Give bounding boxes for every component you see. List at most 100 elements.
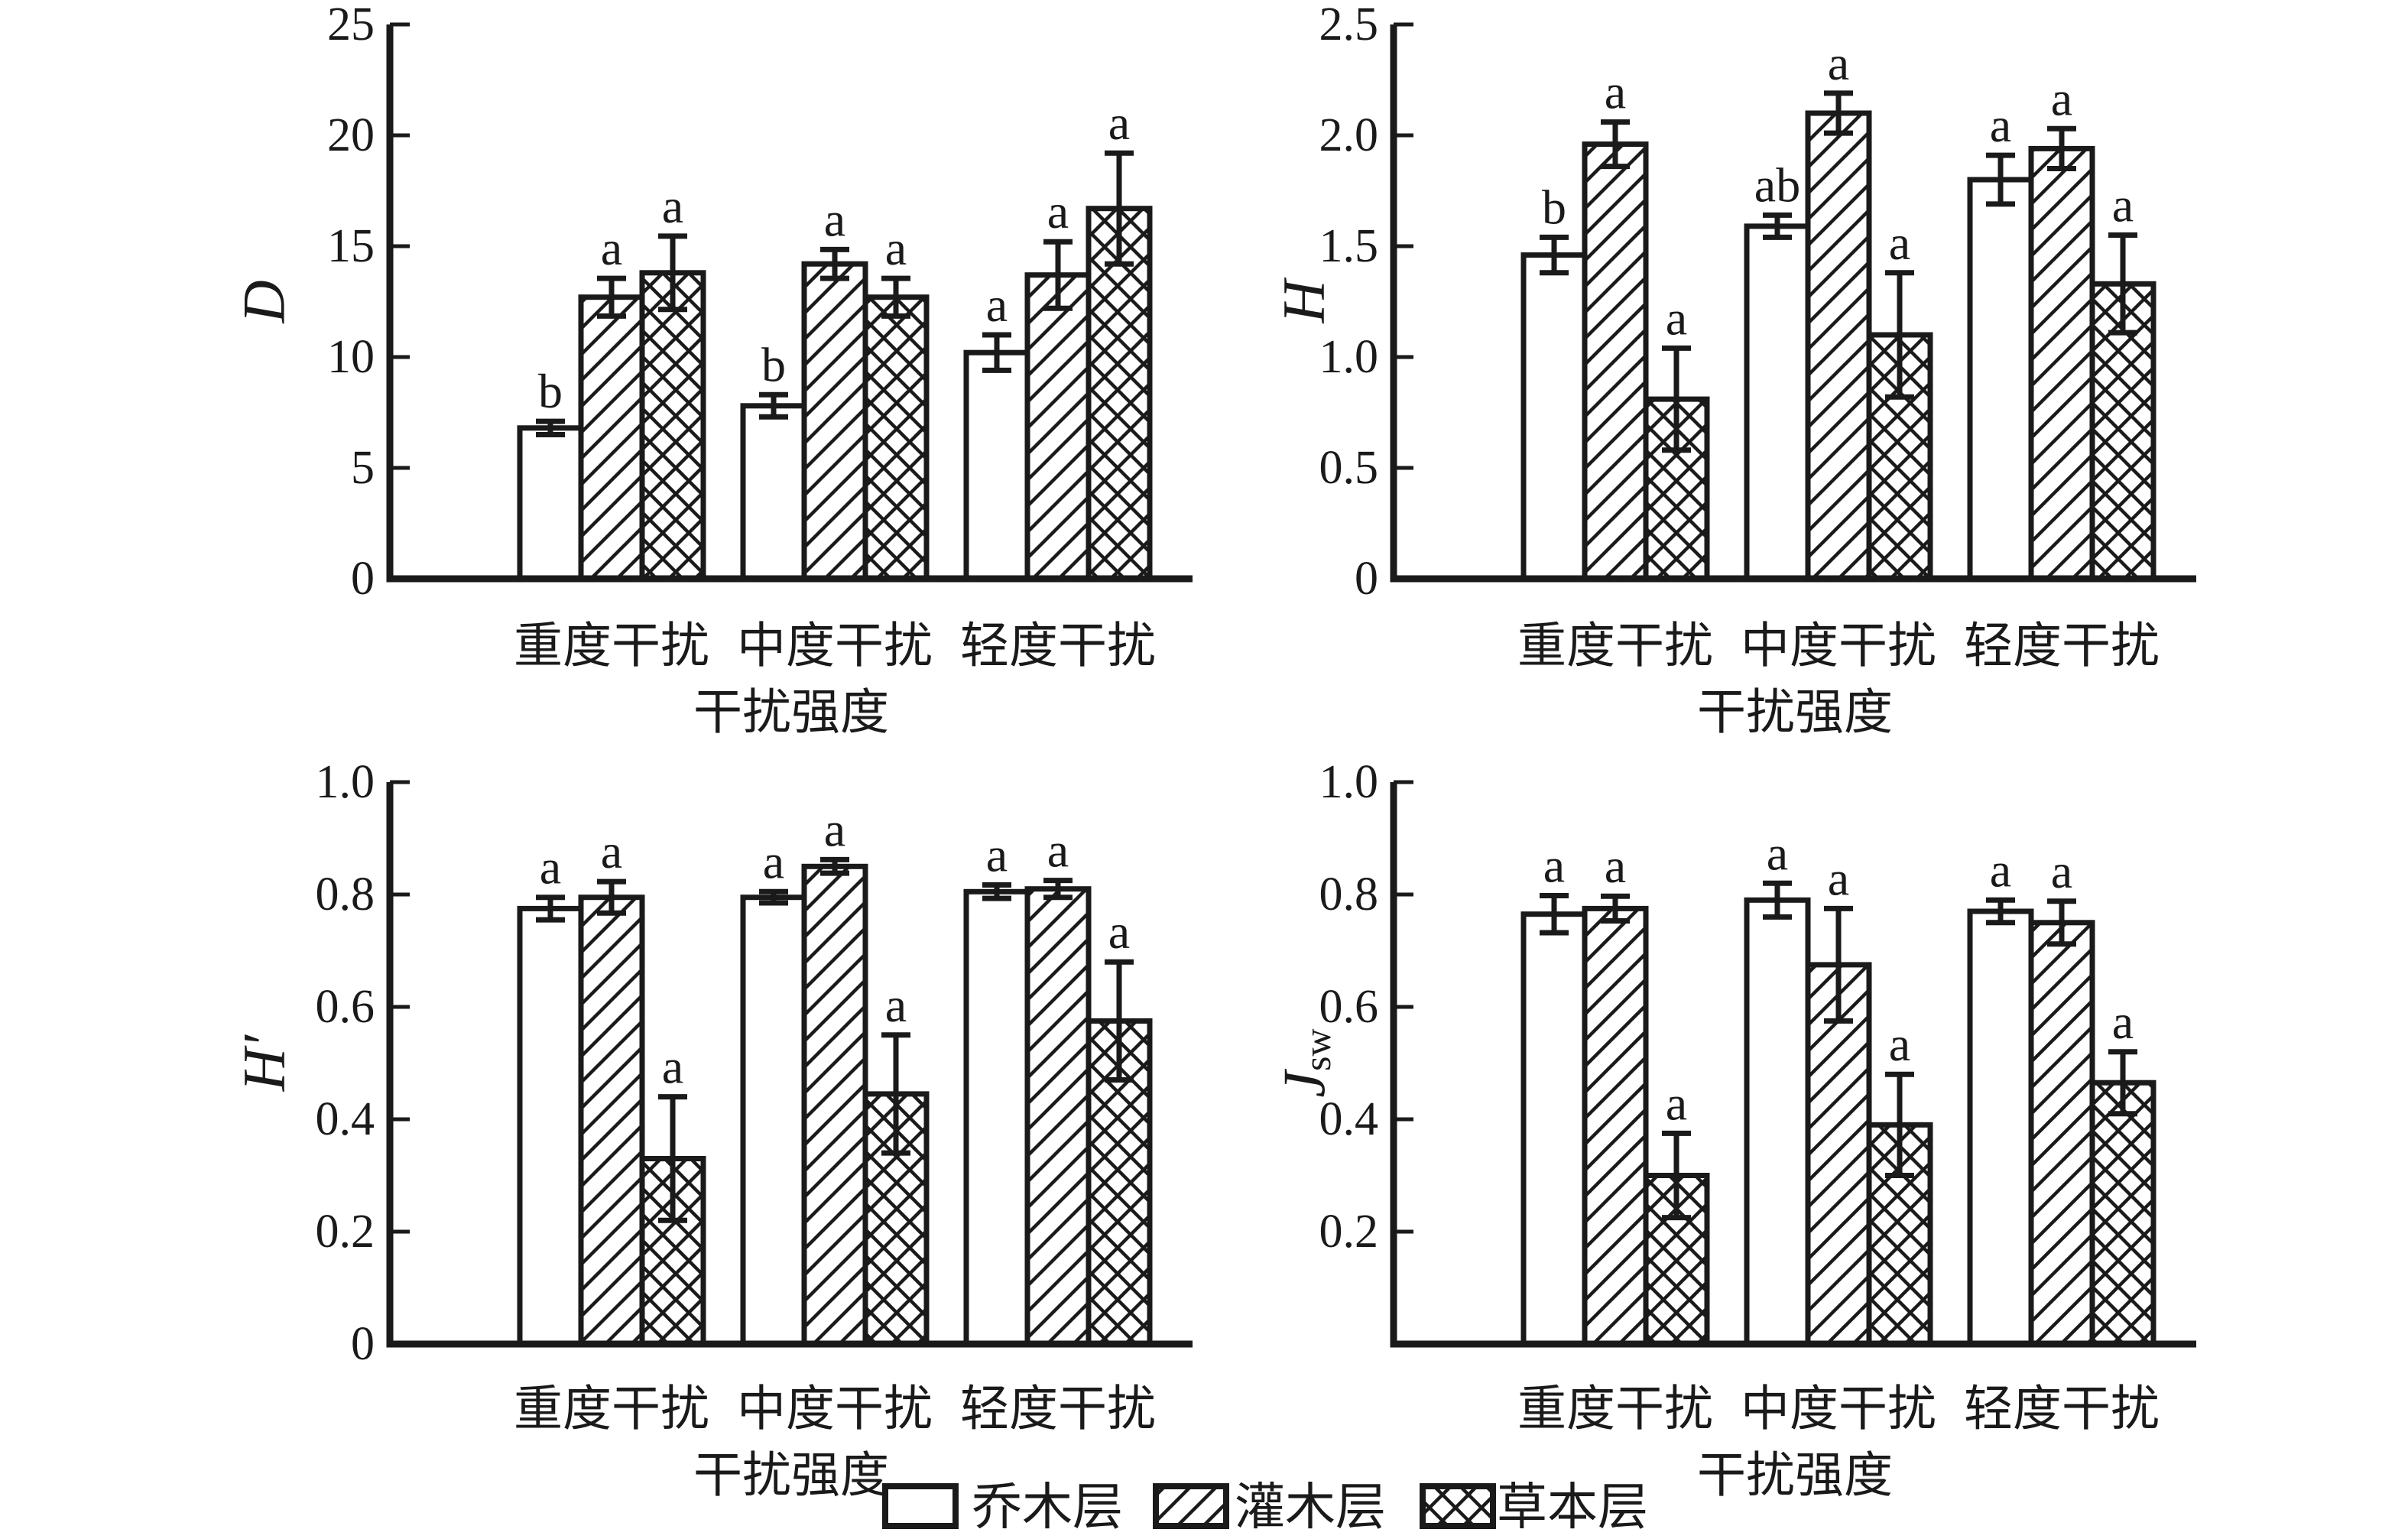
- sig-letter: a: [1889, 216, 1910, 270]
- y-tick-label: 0.2: [316, 1206, 375, 1258]
- y-tick-label: 0.4: [1319, 1093, 1379, 1145]
- bar: [2028, 145, 2095, 582]
- category-label: 轻度干扰: [960, 1382, 1156, 1437]
- x-axis-title: 干扰强度: [1697, 686, 1893, 740]
- sig-letter: a: [763, 834, 784, 888]
- sig-letter: a: [1767, 826, 1788, 880]
- sig-letter: a: [1047, 823, 1069, 878]
- category-label: 轻度干扰: [1964, 619, 2160, 674]
- bar: [578, 895, 645, 1347]
- y-tick-label: 0: [351, 553, 375, 605]
- bar: [2089, 1080, 2156, 1347]
- y-tick-label: 1.5: [1319, 220, 1379, 272]
- sig-letter: a: [1605, 65, 1626, 119]
- y-tick-label: 2.0: [1319, 109, 1379, 161]
- bar: [1967, 177, 2034, 582]
- y-tick-label: 0: [351, 1318, 375, 1370]
- bar: [1967, 908, 2034, 1347]
- category-label: 中度干扰: [737, 619, 933, 674]
- category-label: 重度干扰: [1517, 1382, 1713, 1437]
- bar: [1744, 223, 1811, 582]
- sig-letter: b: [538, 364, 563, 418]
- sig-letter: a: [1990, 98, 2011, 152]
- bar: [963, 888, 1030, 1347]
- sig-letter: a: [2051, 71, 2072, 125]
- sig-letter: a: [986, 278, 1008, 332]
- y-tick-label: 1.0: [316, 756, 375, 808]
- y-axis-label: H′: [231, 1034, 297, 1092]
- sig-letter: b: [1542, 180, 1566, 234]
- sig-letter: a: [1605, 839, 1626, 893]
- sig-letter: a: [2112, 178, 2134, 232]
- bar: [1520, 252, 1588, 582]
- x-axis-title: 干扰强度: [1697, 1449, 1893, 1503]
- y-tick-label: 0.8: [1319, 869, 1379, 920]
- category-label: 重度干扰: [514, 1382, 709, 1437]
- legend-label-shrub: 灌木层: [1235, 1480, 1386, 1536]
- sig-letter: a: [1047, 184, 1069, 239]
- sig-letter: a: [824, 802, 845, 856]
- legend-swatches: [882, 1483, 1496, 1529]
- y-tick-label: 0.6: [1319, 981, 1379, 1033]
- y-tick-label: 0.8: [316, 869, 375, 920]
- bar: [1805, 110, 1872, 582]
- sig-letter: a: [601, 221, 622, 275]
- category-label: 重度干扰: [1517, 619, 1713, 674]
- category-label: 轻度干扰: [960, 619, 1156, 674]
- x-axis-title: 干扰强度: [693, 1449, 889, 1503]
- sig-letter: a: [1990, 843, 2011, 897]
- sig-letter: a: [1889, 1017, 1910, 1071]
- bar: [517, 905, 584, 1347]
- bar: [1086, 206, 1153, 582]
- sig-letter: a: [986, 828, 1008, 882]
- legend-label-tree: 乔木层: [972, 1480, 1123, 1536]
- category-label: 轻度干扰: [1964, 1382, 2160, 1437]
- bar: [801, 863, 868, 1347]
- sig-letter: ab: [1754, 157, 1800, 212]
- legend-label-herb: 草本层: [1497, 1480, 1648, 1536]
- bar: [801, 261, 868, 582]
- sig-letter: a: [1108, 96, 1130, 150]
- y-tick-label: 0.2: [1319, 1206, 1379, 1258]
- y-tick-label: 0: [1355, 553, 1378, 605]
- sig-letter: a: [885, 221, 907, 275]
- y-axis-label: Jsw: [1271, 1028, 1339, 1097]
- bar: [578, 294, 645, 582]
- y-tick-label: 2.5: [1319, 0, 1379, 50]
- bar: [1520, 911, 1588, 1347]
- y-tick-label: 0.4: [316, 1093, 375, 1145]
- category-label: 中度干扰: [1741, 1382, 1936, 1437]
- sig-letter: a: [662, 179, 683, 233]
- bar: [1582, 141, 1649, 582]
- bar: [2028, 920, 2095, 1347]
- legend-swatch-crosshatch: [1420, 1483, 1496, 1529]
- legend-swatch-diagonal: [1153, 1483, 1229, 1529]
- y-axis-label: H: [1271, 278, 1337, 324]
- bar: [1744, 897, 1811, 1347]
- bar: [1024, 886, 1092, 1347]
- sig-letter: a: [1543, 839, 1565, 893]
- bar: [1582, 905, 1649, 1347]
- bar: [740, 403, 807, 582]
- y-tick-label: 20: [327, 109, 375, 161]
- y-tick-label: 0.5: [1319, 442, 1379, 494]
- sig-letter: a: [2051, 844, 2072, 898]
- category-label: 中度干扰: [737, 1382, 933, 1437]
- bar: [963, 349, 1030, 582]
- x-axis-title: 干扰强度: [693, 686, 889, 740]
- sig-letter: a: [540, 840, 561, 895]
- chart-panels-group: baa重度干扰baa中度干扰aaa轻度干扰0510152025干扰强度Dbaa重…: [231, 0, 2196, 1503]
- sig-letter: a: [824, 192, 845, 246]
- sig-letter: a: [885, 978, 907, 1032]
- category-label: 重度干扰: [514, 619, 709, 674]
- sig-letter: a: [2112, 995, 2134, 1049]
- y-tick-label: 0.6: [316, 981, 375, 1033]
- y-axis-label: D: [231, 280, 297, 323]
- sig-letter: a: [1828, 36, 1849, 90]
- sig-letter: a: [1666, 291, 1687, 345]
